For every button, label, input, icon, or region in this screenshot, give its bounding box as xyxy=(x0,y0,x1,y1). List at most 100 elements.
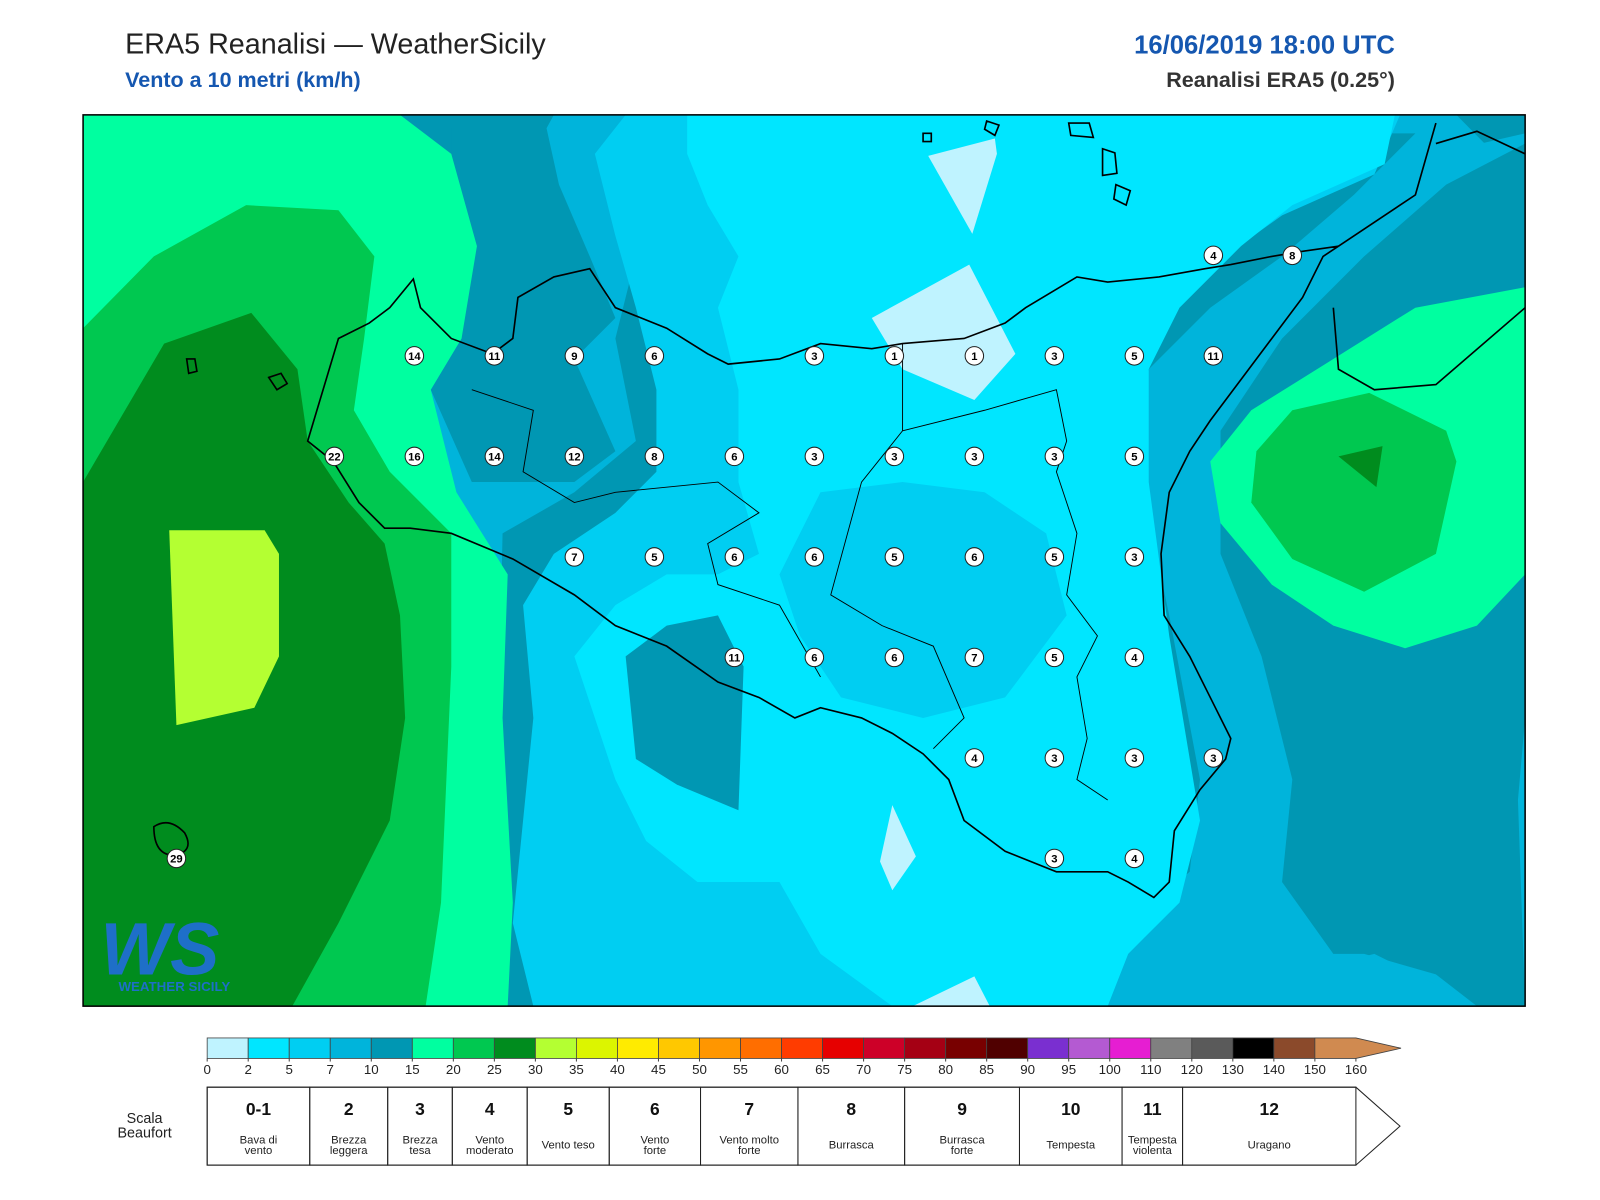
station-marker xyxy=(964,446,985,467)
contour xyxy=(779,482,1067,718)
station-value: 6 xyxy=(811,552,817,564)
colorbar-segment xyxy=(822,1037,864,1059)
province-border xyxy=(471,343,1108,801)
beaufort-description: Brezza xyxy=(402,1135,438,1147)
station-value: 6 xyxy=(891,653,897,665)
colorbar-tick-label: 0 xyxy=(203,1062,210,1077)
station-value: 6 xyxy=(731,552,737,564)
station-marker xyxy=(404,346,425,366)
colorbar-tick-label: 7 xyxy=(327,1062,334,1077)
station-marker xyxy=(1203,245,1224,266)
colorbar-segment xyxy=(576,1037,618,1059)
station-marker xyxy=(804,647,825,668)
colorbar-segment xyxy=(247,1037,290,1059)
beaufort-description: Burrasca xyxy=(829,1140,875,1152)
contour xyxy=(871,264,1016,400)
station-marker xyxy=(1124,346,1145,366)
station-marker xyxy=(1124,748,1145,768)
colorbar-tick-label: 10 xyxy=(364,1062,379,1077)
colorbar-segment xyxy=(781,1037,823,1059)
station-value: 1 xyxy=(971,351,977,363)
beaufort-description: Vento molto xyxy=(719,1135,779,1147)
station-marker xyxy=(884,346,905,366)
station-value: 3 xyxy=(811,452,817,464)
colorbar-segment xyxy=(1232,1037,1275,1059)
colorbar-tick-label: 75 xyxy=(897,1062,912,1077)
station-marker xyxy=(884,446,905,467)
beaufort-description: Brezza xyxy=(331,1135,367,1147)
beaufort-force: 0-1 xyxy=(246,1099,271,1119)
station-marker xyxy=(644,547,665,567)
colorbar-tick-label: 70 xyxy=(856,1062,871,1077)
beaufort-label: Scala xyxy=(127,1111,163,1127)
colorbar-segment xyxy=(658,1037,700,1059)
beaufort-description: vento xyxy=(245,1145,273,1157)
station-marker xyxy=(1124,848,1145,869)
beaufort-description: leggera xyxy=(330,1145,368,1157)
colorbar-segment xyxy=(699,1037,741,1059)
station-marker xyxy=(804,346,825,366)
colorbar-tick-label: 65 xyxy=(815,1062,830,1077)
station-marker xyxy=(1044,848,1065,869)
station-marker xyxy=(884,647,905,668)
beaufort-force: 2 xyxy=(344,1099,354,1119)
station-value: 3 xyxy=(811,351,817,363)
colorbar-segment xyxy=(1191,1037,1234,1059)
colorbar-tick-label: 85 xyxy=(979,1062,994,1077)
station-marker xyxy=(964,346,985,366)
beaufort-description: violenta xyxy=(1133,1145,1173,1157)
colorbar-tick-label: 45 xyxy=(651,1062,666,1077)
station-marker xyxy=(1044,346,1065,366)
beaufort-description: Vento xyxy=(475,1135,504,1147)
colorbar-tick-label: 15 xyxy=(405,1062,420,1077)
station-marker xyxy=(1044,748,1065,768)
colorbar-segment xyxy=(1027,1037,1070,1059)
colorbar-tick-label: 95 xyxy=(1061,1062,1076,1077)
station-value: 12 xyxy=(568,452,581,464)
logo-name: WEATHER SICILY xyxy=(118,979,230,994)
beaufort-description: Vento xyxy=(640,1135,669,1147)
colorbar-segment xyxy=(411,1037,454,1059)
colorbar: 0 2 5 7 10 15 20 25 30 35 40 45 50 55 60 65 70 75 80 85 90 95… xyxy=(203,1037,1402,1077)
station-marker xyxy=(964,647,985,668)
beaufort-description: forte xyxy=(738,1145,761,1157)
station-marker xyxy=(1044,547,1065,567)
colorbar-tick-label: 100 xyxy=(1099,1062,1121,1077)
station-value: 14 xyxy=(488,452,501,464)
beaufort-force: 12 xyxy=(1260,1099,1279,1119)
station-value: 5 xyxy=(1131,351,1137,363)
coastline xyxy=(306,245,1339,899)
wind-field xyxy=(83,114,1526,1007)
colorbar-tick-label: 50 xyxy=(692,1062,707,1077)
colorbar-tick-label: 35 xyxy=(569,1062,584,1077)
colorbar-tick-label: 140 xyxy=(1263,1062,1285,1077)
colorbar-segment xyxy=(904,1037,947,1059)
station-value: 11 xyxy=(728,653,740,665)
colorbar-tick-label: 2 xyxy=(244,1062,251,1077)
station-marker xyxy=(1044,647,1065,668)
beaufort-description: Uragano xyxy=(1248,1140,1291,1152)
beaufort-description: tesa xyxy=(409,1145,431,1157)
station-value: 22 xyxy=(328,452,341,464)
colorbar-arrow xyxy=(1314,1037,1402,1059)
beaufort-force: 9 xyxy=(957,1099,967,1119)
colorbar-segment xyxy=(863,1037,906,1059)
beaufort-description: Tempesta xyxy=(1046,1140,1096,1152)
colorbar-segment xyxy=(452,1037,495,1059)
beaufort-description: Burrasca xyxy=(940,1135,986,1147)
station-marker xyxy=(964,547,985,567)
station-value: 3 xyxy=(1051,854,1057,866)
contour xyxy=(625,615,744,811)
colorbar-segment xyxy=(329,1037,372,1059)
beaufort-frame xyxy=(206,1086,1401,1166)
station-value: 16 xyxy=(408,452,421,464)
station-marker xyxy=(1124,547,1145,567)
station-value: 3 xyxy=(1051,452,1057,464)
colorbar-segment xyxy=(493,1037,536,1059)
colorbar-tick-label: 90 xyxy=(1020,1062,1035,1077)
station-marker xyxy=(1282,245,1303,266)
station-value: 7 xyxy=(571,552,577,564)
